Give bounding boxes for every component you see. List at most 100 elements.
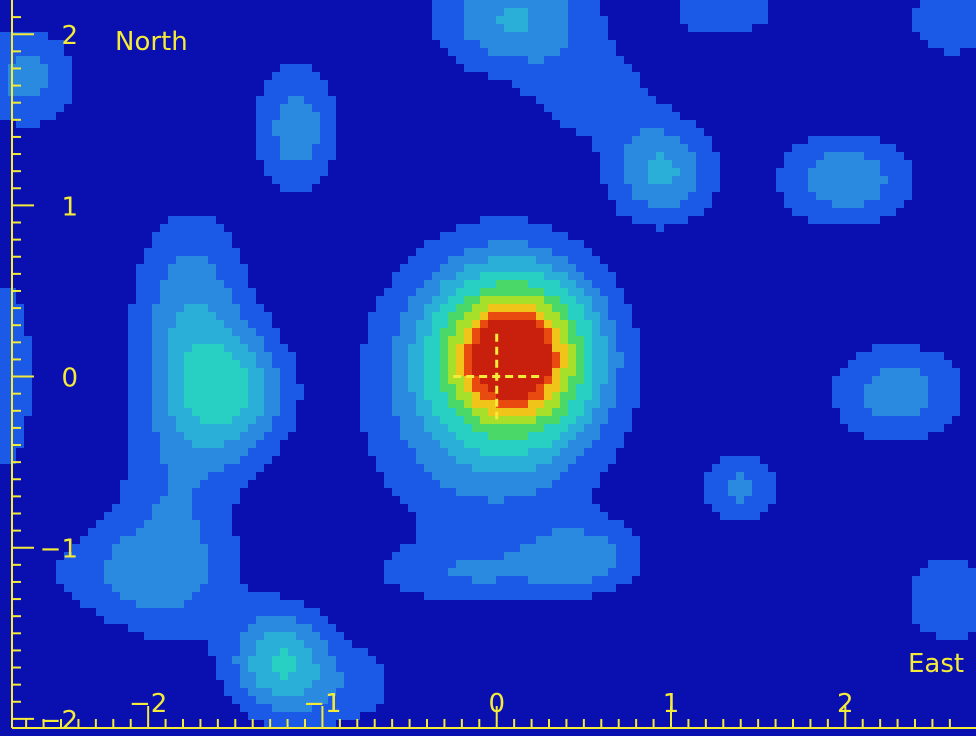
intensity-cell	[464, 400, 472, 408]
intensity-cell	[592, 320, 600, 328]
intensity-cell	[104, 560, 208, 568]
intensity-cell	[160, 440, 192, 448]
intensity-cell	[808, 136, 880, 144]
intensity-cell	[80, 600, 136, 608]
intensity-cell	[400, 264, 440, 272]
intensity-cell	[616, 384, 640, 392]
intensity-cell	[144, 520, 200, 528]
intensity-cell	[168, 368, 184, 376]
intensity-cell	[552, 368, 560, 376]
intensity-cell	[488, 72, 640, 80]
intensity-cell	[272, 120, 320, 128]
intensity-cell	[256, 328, 280, 336]
intensity-cell	[680, 0, 768, 8]
intensity-cell	[392, 272, 432, 280]
intensity-cell	[480, 392, 496, 400]
intensity-cell	[544, 376, 552, 384]
intensity-cell	[168, 352, 184, 360]
intensity-cell	[168, 344, 192, 352]
intensity-cell	[592, 296, 608, 304]
intensity-cell	[912, 24, 976, 32]
intensity-cell	[168, 376, 184, 384]
intensity-cell	[240, 312, 272, 320]
intensity-cell	[224, 464, 264, 472]
intensity-cell	[112, 544, 208, 552]
intensity-cell	[536, 384, 544, 392]
intensity-cell	[592, 576, 632, 584]
intensity-cell	[464, 440, 552, 448]
intensity-cell	[128, 328, 152, 336]
intensity-cell	[104, 616, 256, 624]
intensity-cell	[920, 568, 976, 576]
intensity-cell	[400, 544, 520, 552]
intensity-cell	[280, 408, 296, 416]
intensity-cell	[608, 376, 616, 384]
intensity-cell	[248, 688, 272, 696]
intensity-cell	[432, 320, 448, 328]
intensity-cell	[448, 568, 608, 576]
intensity-cell	[384, 480, 440, 488]
intensity-cell	[560, 280, 576, 288]
intensity-cell	[864, 400, 928, 408]
intensity-cell	[360, 360, 392, 368]
intensity-cell	[264, 160, 328, 168]
intensity-cell	[864, 200, 904, 208]
intensity-cell	[392, 360, 408, 368]
intensity-cell	[528, 24, 568, 32]
intensity-cell	[392, 408, 416, 416]
intensity-cell	[584, 352, 592, 360]
intensity-cell	[456, 304, 472, 312]
intensity-cell	[168, 464, 224, 472]
intensity-cell	[576, 392, 592, 400]
intensity-cell	[384, 288, 416, 296]
intensity-cell	[752, 488, 776, 496]
intensity-cell	[576, 384, 592, 392]
intensity-cell	[552, 304, 568, 312]
intensity-cell	[680, 136, 712, 144]
intensity-cell	[536, 416, 560, 424]
intensity-cell	[400, 416, 424, 424]
intensity-cell	[416, 328, 432, 336]
intensity-cell	[416, 408, 432, 416]
intensity-cell	[336, 664, 384, 672]
intensity-cell	[208, 544, 240, 552]
intensity-cell	[224, 440, 256, 448]
intensity-cell	[568, 384, 576, 392]
intensity-cell	[128, 352, 152, 360]
intensity-cell	[256, 128, 272, 136]
intensity-cell	[552, 344, 568, 352]
intensity-cell	[928, 384, 960, 392]
intensity-cell	[288, 648, 312, 656]
intensity-cell	[448, 448, 480, 456]
intensity-cell	[120, 592, 192, 600]
intensity-cell	[120, 488, 168, 496]
intensity-cell	[624, 152, 656, 160]
intensity-cell	[568, 464, 608, 472]
intensity-cell	[464, 368, 472, 376]
intensity-cell	[168, 472, 208, 480]
intensity-cell	[600, 288, 624, 296]
intensity-cell	[240, 640, 256, 648]
intensity-cell	[664, 128, 704, 136]
intensity-cell	[448, 400, 464, 408]
intensity-cell	[864, 432, 928, 440]
intensity-cell	[464, 352, 472, 360]
intensity-cell	[256, 120, 272, 128]
intensity-cell	[432, 472, 560, 480]
intensity-cell	[408, 352, 424, 360]
intensity-cell	[744, 472, 776, 480]
y-tick-label: 2	[61, 21, 78, 51]
intensity-cell	[576, 264, 608, 272]
intensity-cell	[216, 272, 248, 280]
intensity-cell	[272, 704, 312, 712]
intensity-cell	[8, 72, 48, 80]
intensity-cell	[704, 472, 736, 480]
intensity-cell	[568, 312, 584, 320]
intensity-cell	[256, 104, 280, 112]
intensity-cell	[0, 336, 32, 344]
intensity-cell	[544, 424, 568, 432]
intensity-cell	[376, 456, 416, 464]
intensity-cell	[560, 352, 568, 360]
intensity-cell	[616, 544, 640, 552]
intensity-cell	[240, 360, 256, 368]
